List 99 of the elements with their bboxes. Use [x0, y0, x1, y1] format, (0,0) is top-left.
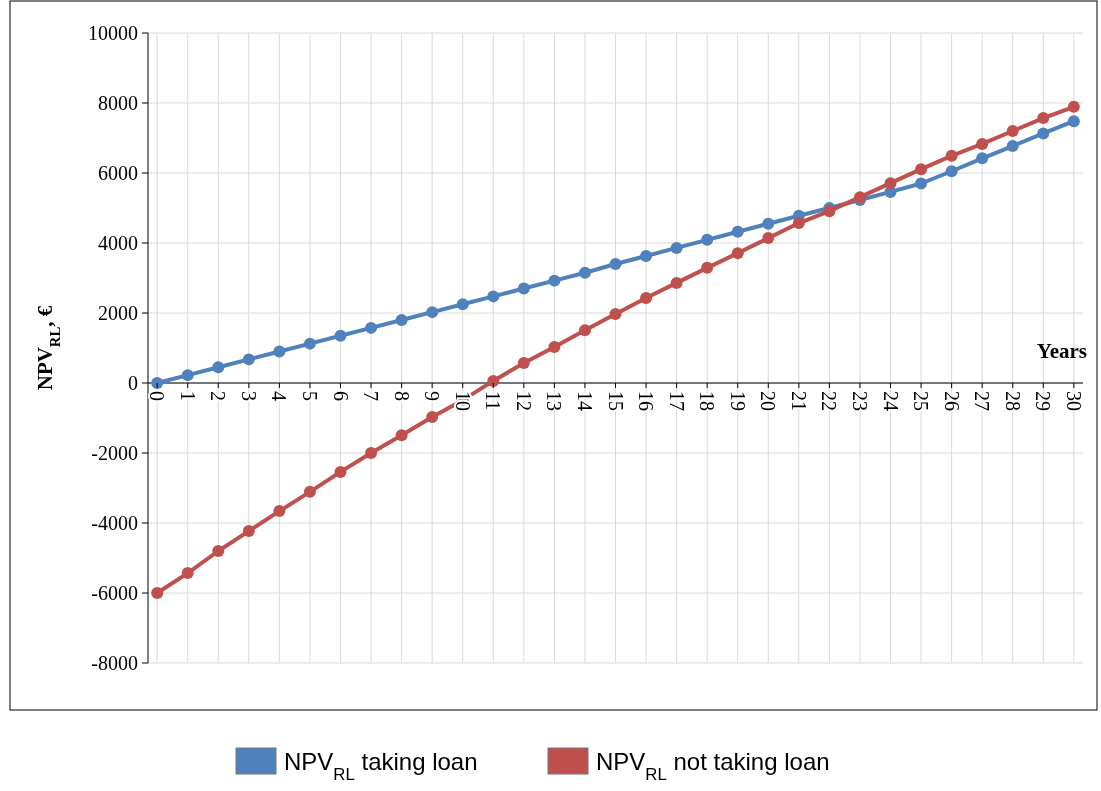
point: [487, 290, 500, 303]
x-tick-label: 26: [940, 391, 963, 411]
point: [1006, 140, 1019, 153]
x-tick-label: 0: [146, 391, 169, 401]
legend-label: NPV$_{RL}$ not taking loan: [596, 748, 830, 784]
point: [823, 205, 836, 218]
point: [1037, 112, 1050, 125]
point: [334, 329, 347, 342]
point: [609, 308, 622, 321]
point: [517, 357, 530, 370]
point: [212, 545, 225, 557]
y-tick-label: -8000: [91, 652, 138, 674]
point: [640, 291, 653, 304]
point: [303, 337, 316, 350]
x-tick-label: 3: [237, 391, 260, 401]
point: [578, 266, 591, 279]
x-tick-label: 20: [757, 391, 780, 411]
point: [548, 274, 561, 287]
x-tick-label: 7: [360, 391, 383, 401]
x-tick-label: 5: [298, 391, 321, 401]
x-tick-label: 6: [329, 391, 352, 401]
x-tick-label: 2: [207, 391, 230, 401]
y-tick-label: 10000: [88, 22, 138, 44]
point: [365, 447, 378, 459]
point: [487, 374, 500, 387]
x-tick-label: 19: [726, 391, 749, 411]
x-tick-label: 25: [910, 391, 933, 411]
point: [915, 163, 928, 176]
point: [915, 177, 928, 190]
point: [731, 225, 744, 238]
y-tick-label: -6000: [91, 582, 138, 604]
y-tick-label: -4000: [91, 512, 138, 534]
point: [395, 314, 408, 326]
point: [395, 429, 408, 442]
y-tick-label: 2000: [98, 302, 138, 324]
point: [792, 217, 805, 230]
x-tick-label: 24: [879, 391, 902, 411]
x-tick-label: 4: [268, 391, 291, 401]
point: [242, 525, 255, 538]
y-tick-label: -2000: [91, 442, 138, 464]
point: [762, 232, 775, 245]
point: [365, 321, 378, 334]
point: [640, 249, 653, 262]
point: [701, 233, 714, 246]
x-tick-label: 1: [176, 391, 199, 401]
point: [701, 261, 714, 274]
point: [1067, 115, 1080, 128]
point: [1067, 100, 1080, 113]
y-tick-label: 4000: [98, 232, 138, 254]
point: [670, 241, 683, 254]
x-tick-label: 27: [971, 391, 994, 411]
x-tick-label: 14: [573, 391, 596, 411]
point: [976, 152, 989, 165]
point: [242, 353, 255, 366]
point: [670, 276, 683, 289]
x-tick-label: 10: [451, 391, 474, 411]
x-tick-label: 16: [635, 391, 658, 411]
point: [181, 567, 194, 580]
x-tick-label: 11: [482, 391, 505, 411]
x-tick-label: 28: [1001, 391, 1024, 411]
point: [609, 258, 622, 270]
point: [273, 345, 286, 358]
point: [976, 137, 989, 150]
x-tick-label: 13: [543, 391, 566, 411]
y-tick-label: 8000: [98, 92, 138, 114]
point: [945, 165, 958, 178]
x-tick-label: 21: [787, 391, 810, 411]
point: [151, 377, 164, 389]
point: [456, 298, 469, 311]
x-tick-label: 17: [665, 391, 688, 411]
x-tick-label: 30: [1062, 391, 1085, 411]
point: [426, 410, 439, 423]
point: [273, 505, 286, 518]
y-tick-label: 6000: [98, 162, 138, 184]
point: [1037, 127, 1050, 140]
x-tick-label: 23: [848, 391, 871, 411]
point: [762, 217, 775, 230]
point: [212, 361, 225, 374]
point: [945, 149, 958, 162]
x-tick-label: 9: [421, 391, 444, 401]
point: [426, 306, 439, 319]
x-tick-label: 15: [604, 391, 627, 411]
point: [731, 247, 744, 260]
point: [334, 465, 347, 478]
legend-label: NPV$_{RL}$ taking loan: [284, 748, 478, 784]
point: [181, 369, 194, 382]
point: [151, 587, 164, 599]
x-tick-label: 29: [1032, 391, 1055, 411]
point: [517, 282, 530, 295]
point: [1006, 125, 1019, 137]
x-tick-label: 8: [390, 391, 413, 401]
point: [884, 177, 897, 190]
x-axis-title: Years: [1036, 339, 1087, 363]
x-tick-label: 22: [818, 391, 841, 411]
x-tick-label: 18: [696, 391, 719, 411]
point: [548, 340, 561, 353]
x-tick-label: 12: [512, 391, 535, 411]
point: [578, 324, 591, 337]
point: [303, 485, 316, 498]
